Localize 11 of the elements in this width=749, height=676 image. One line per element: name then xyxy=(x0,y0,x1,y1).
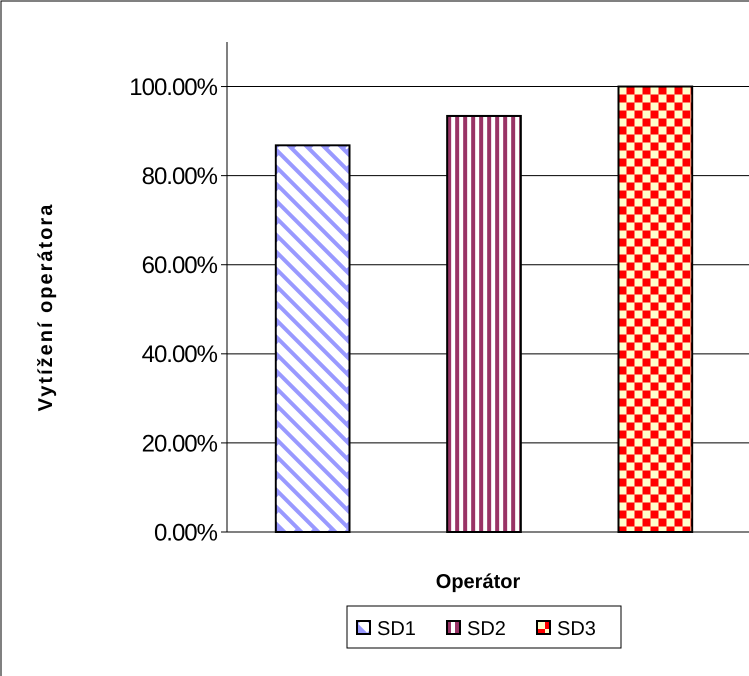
y-axis-title: Vytížení operátora xyxy=(35,202,57,412)
y-tick-label: 60.00% xyxy=(142,252,218,280)
legend-label: SD1 xyxy=(377,618,416,640)
x-axis-title: Operátor xyxy=(436,571,520,593)
y-tick-label: 0.00% xyxy=(154,519,218,546)
y-tick-label: 100.00% xyxy=(129,74,218,101)
y-tick-label: 20.00% xyxy=(142,430,218,458)
y-tick-label: 40.00% xyxy=(142,341,218,368)
legend-label: SD2 xyxy=(467,618,506,640)
legend-label: SD3 xyxy=(557,618,596,640)
y-tick-label: 80.00% xyxy=(142,163,218,190)
